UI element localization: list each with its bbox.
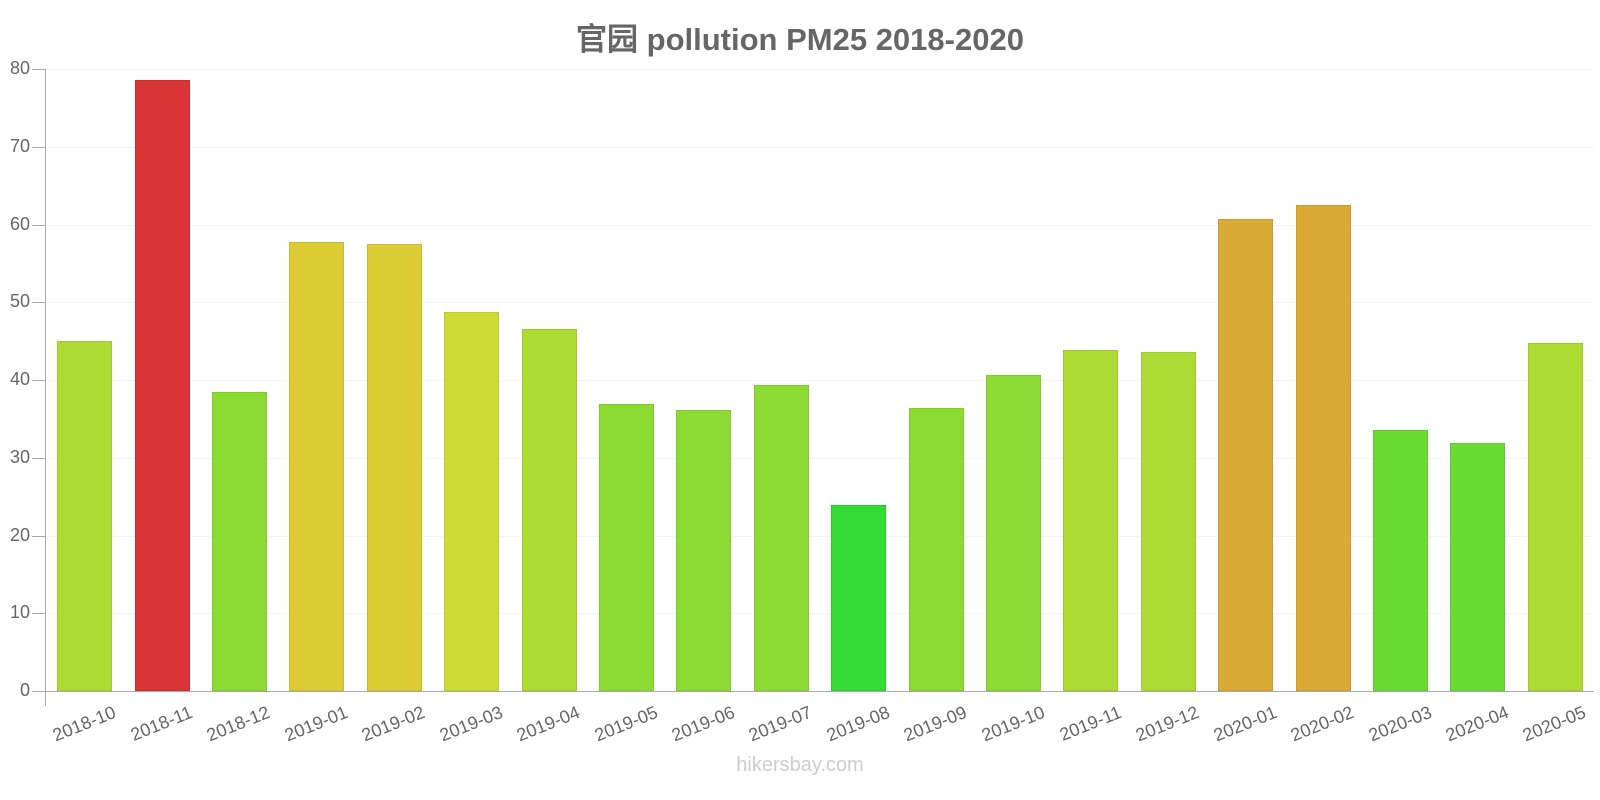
- bar-2019-06[interactable]: [676, 410, 731, 691]
- gridline: [46, 147, 1594, 148]
- bar-2019-03[interactable]: [444, 312, 499, 691]
- bar-2020-01[interactable]: [1218, 219, 1273, 691]
- y-tick-label: 10: [9, 602, 30, 622]
- bar-2019-11[interactable]: [1063, 350, 1118, 691]
- gridline: [46, 302, 1594, 303]
- x-tick-label: 2019-08: [823, 702, 893, 746]
- bar-2019-10[interactable]: [986, 375, 1041, 691]
- y-tick-mark: [32, 380, 45, 381]
- y-tick-mark: [32, 613, 45, 614]
- x-tick-label: 2019-03: [436, 702, 506, 746]
- bar-2018-11[interactable]: [135, 80, 190, 691]
- bar-2019-01[interactable]: [289, 242, 344, 691]
- x-tick-label: 2019-05: [591, 702, 661, 746]
- bar-2020-03[interactable]: [1373, 430, 1428, 691]
- x-tick-label: 2019-10: [978, 702, 1048, 746]
- x-tick-label: 2019-11: [1056, 702, 1125, 745]
- y-tick-label: 60: [9, 214, 30, 234]
- gridline: [46, 225, 1594, 226]
- x-tick-label: 2020-04: [1442, 702, 1512, 746]
- bar-2019-12[interactable]: [1141, 352, 1196, 691]
- x-tick-label: 2020-02: [1287, 702, 1357, 746]
- y-tick-label: 30: [9, 447, 30, 467]
- y-tick-label: 20: [9, 525, 30, 545]
- y-axis: [45, 69, 46, 706]
- x-tick-label: 2019-09: [900, 702, 970, 746]
- y-tick-mark: [32, 458, 45, 459]
- bar-2020-05[interactable]: [1528, 343, 1583, 691]
- bar-2019-07[interactable]: [754, 385, 809, 691]
- y-tick-mark: [32, 536, 45, 537]
- gridline: [46, 536, 1594, 537]
- chart-title: 官园 pollution PM25 2018-2020: [576, 22, 1024, 57]
- x-axis: [45, 691, 1594, 692]
- x-tick-label: 2019-04: [513, 702, 583, 746]
- y-tick-label: 80: [9, 58, 30, 78]
- y-tick-label: 40: [9, 369, 30, 389]
- x-tick-label: 2019-01: [281, 702, 351, 746]
- watermark: hikersbay.com: [736, 754, 864, 776]
- x-tick-label: 2019-02: [358, 702, 428, 746]
- gridline: [46, 69, 1594, 70]
- x-tick-label: 2020-03: [1365, 702, 1435, 746]
- y-tick-mark: [32, 69, 45, 70]
- x-tick-label: 2019-12: [1132, 702, 1202, 746]
- x-tick-label: 2019-07: [745, 702, 815, 746]
- bar-2019-05[interactable]: [599, 404, 654, 691]
- bar-2018-12[interactable]: [212, 392, 267, 691]
- bar-2018-10[interactable]: [57, 341, 112, 691]
- bar-2020-04[interactable]: [1450, 443, 1505, 691]
- bar-2019-02[interactable]: [367, 244, 422, 691]
- bar-2019-08[interactable]: [831, 505, 886, 691]
- x-tick-label: 2020-05: [1519, 702, 1589, 746]
- y-tick-label: 0: [19, 680, 30, 700]
- y-tick-mark: [32, 302, 45, 303]
- gridline: [46, 380, 1594, 381]
- x-tick-label: 2018-11: [127, 702, 196, 745]
- bar-2019-09[interactable]: [909, 408, 964, 691]
- y-tick-label: 70: [9, 136, 30, 156]
- gridline: [46, 613, 1594, 614]
- y-tick-mark: [32, 147, 45, 148]
- bar-2020-02[interactable]: [1296, 205, 1351, 691]
- x-tick-label: 2020-01: [1210, 702, 1280, 746]
- y-tick-label: 50: [9, 291, 30, 311]
- x-tick-label: 2019-06: [668, 702, 738, 746]
- y-tick-mark: [32, 225, 45, 226]
- x-tick-label: 2018-12: [203, 702, 273, 746]
- x-tick-label: 2018-10: [49, 702, 119, 746]
- y-tick-mark: [32, 691, 45, 692]
- gridline: [46, 458, 1594, 459]
- bar-2019-04[interactable]: [522, 329, 577, 691]
